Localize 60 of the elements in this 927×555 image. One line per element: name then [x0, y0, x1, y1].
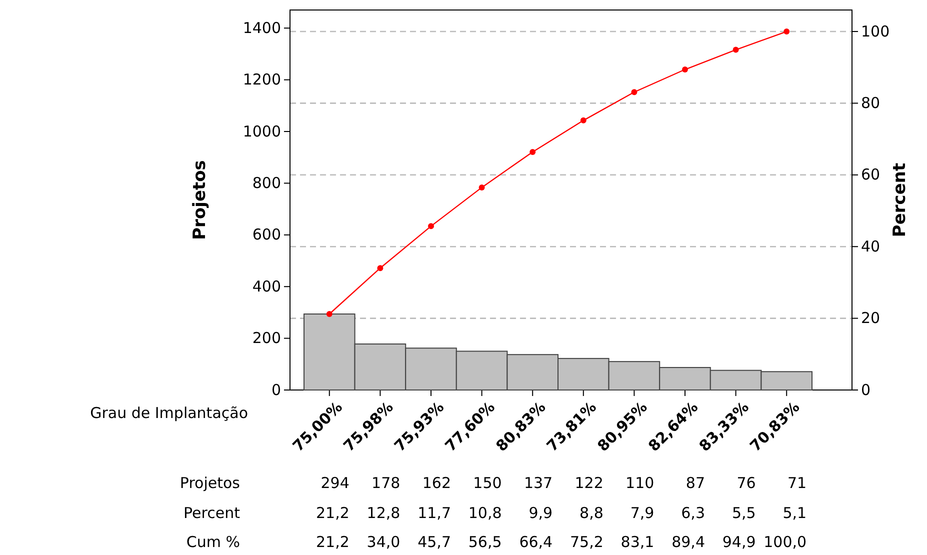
text: 10,8 [468, 504, 502, 522]
point [428, 223, 434, 230]
text: 8,8 [580, 504, 604, 522]
data-label: 45,7 [418, 533, 451, 551]
data-label: 122 [574, 474, 604, 492]
x-axis-title: Grau de Implantação [90, 404, 248, 422]
text: 12,8 [366, 504, 400, 522]
point [377, 265, 384, 272]
data-label: 162 [422, 474, 451, 492]
point [530, 148, 536, 155]
data-label: 150 [473, 474, 502, 492]
y-tick-label: 400 [252, 277, 281, 296]
y-tick-label: 1000 [242, 122, 281, 140]
y-tick-label: 0 [271, 380, 281, 399]
data-label: 56,5 [468, 533, 502, 551]
text: 21,2 [316, 504, 350, 522]
point [784, 28, 790, 34]
y-axis-title: Projetos [190, 160, 210, 240]
y2-tick-label: 40 [861, 237, 880, 256]
data-label: 100,0 [764, 533, 807, 551]
text: 9,9 [528, 504, 553, 522]
y-tick-label: 600 [252, 226, 281, 244]
data-label: 34,0 [366, 533, 400, 551]
data-label: 89,4 [672, 533, 705, 551]
y2-tick-label: 20 [861, 309, 880, 328]
text: 5,5 [732, 504, 756, 522]
y-tick-label: 200 [252, 329, 281, 348]
y2-axis-title: Percent [890, 162, 910, 238]
data-label: 87 [686, 474, 705, 492]
y-tick-label: 1400 [242, 18, 281, 37]
point [326, 311, 332, 317]
text: Cum % [186, 533, 240, 551]
data-label: 71 [788, 474, 807, 492]
point [580, 117, 586, 124]
data-label: 75,2 [570, 533, 604, 551]
y2-tick-label: 100 [861, 22, 890, 40]
text: 5,1 [782, 504, 807, 522]
text: Projetos [180, 474, 240, 492]
data-label: 83,1 [620, 533, 654, 551]
text: Percent [184, 504, 240, 522]
text: 11,7 [418, 504, 451, 522]
data-label: 76 [736, 474, 756, 492]
data-label: 94,9 [722, 533, 756, 551]
data-label: 137 [524, 474, 553, 492]
y2-tick-label: 60 [861, 166, 880, 184]
point [631, 89, 638, 96]
text: 7,9 [630, 504, 654, 522]
text: 6,3 [681, 504, 705, 522]
point [732, 46, 739, 53]
y2-tick-label: 80 [861, 94, 880, 112]
y-tick-label: 1200 [242, 70, 281, 89]
data-label: 294 [320, 474, 350, 492]
point [682, 66, 688, 72]
y2-tick-label: 0 [861, 380, 871, 399]
data-label: 66,4 [519, 533, 553, 551]
data-label: 178 [372, 474, 400, 492]
y-tick-label: 800 [252, 174, 281, 192]
data-label: 110 [626, 474, 654, 492]
data-label: 21,2 [316, 533, 350, 551]
point [478, 184, 485, 190]
